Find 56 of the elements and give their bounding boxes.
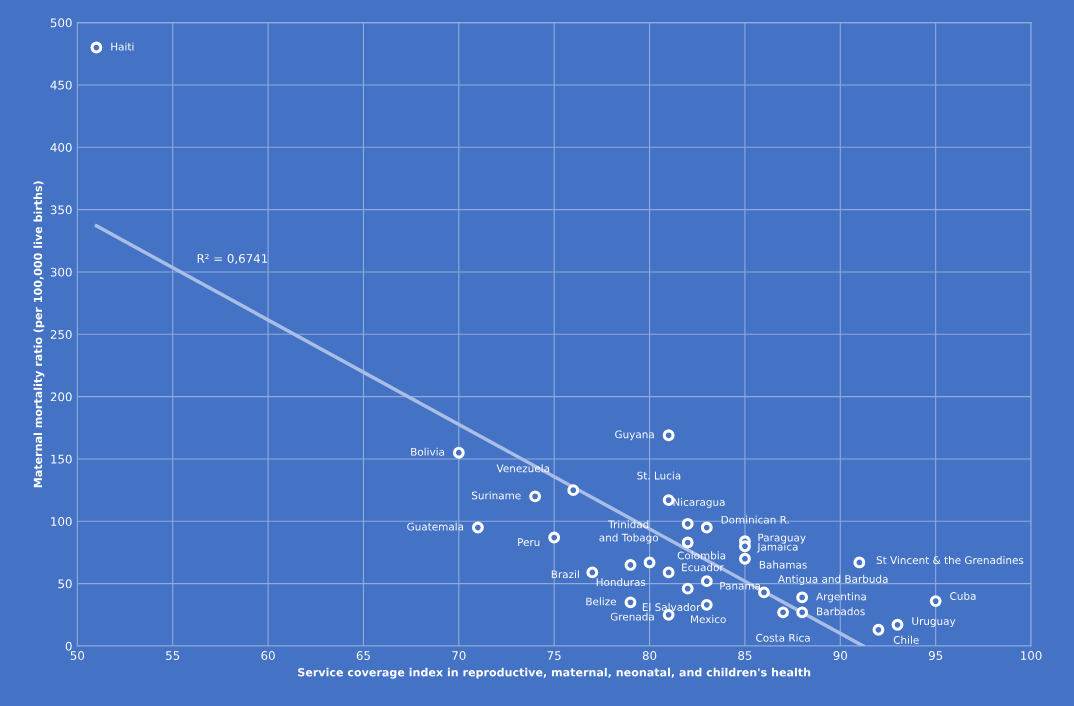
annotation: Paraguay xyxy=(758,533,806,544)
annotation: Uruguay xyxy=(912,617,956,628)
annotation: Peru xyxy=(518,538,540,547)
annotation: Brazil xyxy=(551,570,579,579)
x-tick-label: 75 xyxy=(547,651,561,660)
y-tick-label: 450 xyxy=(50,80,72,90)
x-tick-label: 85 xyxy=(738,651,752,660)
annotation: Honduras xyxy=(596,577,646,587)
y-axis-title: Maternal mortality ratio (per 100,000 live births) xyxy=(33,181,45,488)
annotation: Dominican R. xyxy=(721,515,789,524)
annotation: Panama xyxy=(720,581,761,590)
x-tick-label: 80 xyxy=(642,651,657,660)
annotation: Belize xyxy=(586,597,617,606)
annotation: Chile xyxy=(893,635,919,644)
y-tick-label: 400 xyxy=(50,142,72,152)
annotation: St Vincent & the Grenadines xyxy=(876,556,1024,565)
y-tick-label: 500 xyxy=(50,18,72,28)
x-tick-label: 65 xyxy=(356,651,370,660)
x-tick-label: 100 xyxy=(1021,651,1042,660)
annotation: Mexico xyxy=(691,615,726,624)
annotation: El Salvador xyxy=(642,603,701,612)
y-tick-label: 50 xyxy=(58,579,72,589)
x-tick-label: 55 xyxy=(166,651,180,660)
annotation: Bolivia xyxy=(411,447,444,456)
y-tick-label: 250 xyxy=(50,330,72,339)
y-tick-label: 300 xyxy=(50,267,72,277)
annotation: Barbados xyxy=(817,607,865,616)
annotation: Costa Rica xyxy=(756,633,810,642)
annotation: Antigua and Barbuda xyxy=(777,574,888,585)
y-tick-label: 0 xyxy=(65,641,72,651)
annotation: Nicaragua xyxy=(673,497,725,509)
annotation: Bahamas xyxy=(759,560,807,569)
annotation: Colombia xyxy=(677,551,726,560)
x-tick-label: 60 xyxy=(261,651,275,660)
annotation: Cuba xyxy=(950,591,976,600)
x-tick-label: 95 xyxy=(928,651,943,660)
annotation: St. Lucia xyxy=(637,471,681,480)
x-axis-title: Service coverage index in reproductive, maternal, neonatal, and children's health xyxy=(298,667,811,679)
annotation: Trinidad and Tobago xyxy=(599,520,659,544)
x-tick-label: 90 xyxy=(833,651,848,660)
annotation: R² = 0,6741 xyxy=(197,253,268,265)
x-tick-label: 50 xyxy=(70,651,85,660)
y-tick-label: 350 xyxy=(50,205,72,215)
annotation: Guyana xyxy=(615,430,654,441)
annotation: Ecuador xyxy=(682,563,724,572)
y-tick-label: 200 xyxy=(50,392,72,402)
annotation: Grenada xyxy=(610,612,654,621)
annotation: Guatemala xyxy=(407,522,464,531)
annotation: Venezuela xyxy=(496,464,550,473)
y-tick-label: 100 xyxy=(51,517,72,526)
annotation: Haiti xyxy=(111,42,134,51)
y-tick-label: 150 xyxy=(51,454,72,464)
annotation: Jamaica xyxy=(756,542,798,553)
x-tick-label: 70 xyxy=(452,651,466,660)
annotation: Suriname xyxy=(471,491,521,500)
annotation: Argentina xyxy=(816,592,866,603)
